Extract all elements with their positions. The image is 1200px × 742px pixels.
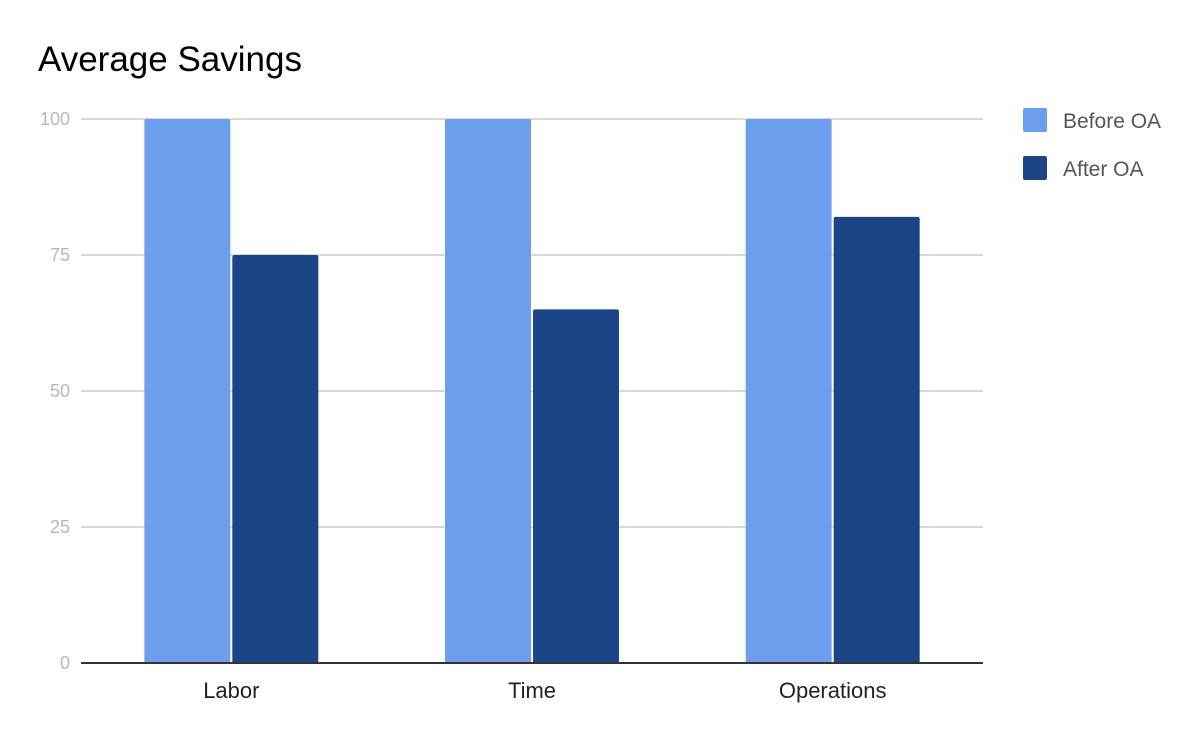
bar-time-after-oa: [533, 309, 619, 663]
bar-labor-after-oa: [232, 255, 319, 663]
y-tick-label: 75: [50, 245, 70, 265]
x-tick-label: Operations: [779, 678, 887, 703]
bars: [144, 119, 920, 664]
x-tick-label: Labor: [203, 678, 259, 703]
legend-swatch: [1023, 156, 1047, 180]
y-axis-ticks: 0 25 50 75 100: [40, 109, 70, 673]
chart-title: Average Savings: [38, 40, 302, 79]
x-tick-label: Time: [508, 678, 556, 703]
gridlines: [81, 118, 983, 528]
legend: Before OA After OA: [1023, 108, 1161, 181]
legend-swatch: [1023, 108, 1047, 132]
legend-label: Before OA: [1063, 110, 1161, 133]
y-tick-label: 0: [60, 653, 70, 673]
bar-time-before-oa: [445, 119, 531, 663]
y-tick-label: 50: [50, 381, 70, 401]
bar-operations-before-oa: [745, 119, 832, 663]
legend-label: After OA: [1063, 158, 1144, 181]
bar-labor-before-oa: [144, 119, 231, 663]
bar-operations-after-oa: [833, 216, 920, 664]
y-tick-label: 100: [40, 109, 70, 129]
x-axis-ticks: Labor Time Operations: [203, 678, 886, 703]
y-tick-label: 25: [50, 517, 70, 537]
